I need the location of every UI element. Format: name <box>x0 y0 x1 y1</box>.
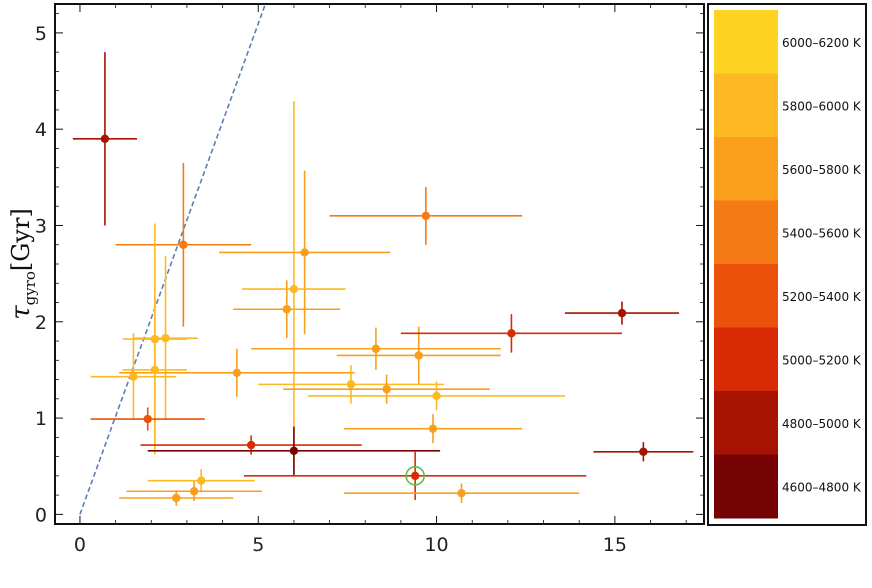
data-point <box>639 447 648 456</box>
data-point <box>382 384 391 394</box>
legend-swatch <box>714 391 778 455</box>
legend-swatch <box>714 73 778 138</box>
legend-label: 5200–5400 K <box>782 290 862 304</box>
data-point <box>300 248 309 257</box>
legend-label: 5000–5200 K <box>782 353 862 367</box>
legend-swatch <box>714 200 778 265</box>
legend-entries: 6000–6200 K 5800–6000 K 5600–5800 K 5400–56… <box>714 10 862 519</box>
y-tick-label: 4 <box>35 119 47 141</box>
data-point <box>346 380 356 389</box>
data-point <box>432 391 441 401</box>
data-point <box>428 424 438 433</box>
data-point <box>410 471 420 481</box>
y-axis: 0 1 2 3 4 5 <box>35 13 704 526</box>
data-point <box>507 329 516 338</box>
legend-swatch <box>714 137 778 201</box>
data-point <box>172 493 181 503</box>
data-point <box>197 476 206 485</box>
legend-swatch <box>714 327 778 392</box>
legend-label: 5800–6000 K <box>782 99 862 113</box>
legend-label: 4800–5000 K <box>782 417 862 431</box>
y-tick-label: 3 <box>35 215 47 237</box>
legend-label: 6000–6200 K <box>782 36 862 50</box>
data-point <box>421 211 431 221</box>
data-point <box>179 240 188 249</box>
data-point <box>161 333 170 343</box>
x-tick-label: 0 <box>74 534 86 556</box>
legend-swatch <box>714 454 778 519</box>
x-axis: 0 5 10 15 <box>74 4 687 556</box>
data-point <box>143 414 152 424</box>
y-axis-label-subscript: gyro <box>21 271 39 305</box>
y-axis-label: τgyro[Gyr] <box>6 208 39 320</box>
highlight-ring <box>405 466 425 486</box>
data-point <box>289 284 299 294</box>
legend-label: 5400–5600 K <box>782 226 862 240</box>
data-point <box>189 487 199 496</box>
reference-line <box>79 4 267 515</box>
x-tick-label: 10 <box>424 534 448 556</box>
plot-frame <box>54 3 705 525</box>
reference-line-layer <box>79 4 267 515</box>
data-point <box>150 365 160 375</box>
data-point <box>457 488 466 498</box>
y-tick-label: 0 <box>35 504 47 526</box>
legend: 6000–6200 K 5800–6000 K 5600–5800 K 5400–56… <box>707 3 867 526</box>
data-point <box>282 305 291 314</box>
data-point <box>617 308 627 318</box>
y-axis-label-unit: [Gyr] <box>7 208 35 271</box>
data-point <box>371 344 381 353</box>
plot-area <box>54 3 705 525</box>
data-point <box>246 440 256 450</box>
highlight-layer <box>405 466 425 486</box>
data-point <box>289 446 299 456</box>
legend-label: 4600–4800 K <box>782 480 862 494</box>
legend-swatch <box>714 264 778 328</box>
data-point <box>232 368 242 378</box>
data-point <box>150 334 160 344</box>
x-tick-label: 5 <box>252 534 264 556</box>
y-tick-label: 1 <box>35 408 47 430</box>
y-axis-label-symbol: τ <box>6 305 36 320</box>
y-tick-label: 2 <box>35 312 47 334</box>
x-tick-label: 15 <box>603 534 627 556</box>
y-tick-label: 5 <box>35 23 47 45</box>
data-point-layer <box>100 134 648 503</box>
data-point <box>414 351 423 360</box>
legend-swatch <box>714 10 778 74</box>
data-point <box>100 134 110 144</box>
legend-label: 5600–5800 K <box>782 163 862 177</box>
data-point <box>129 372 138 381</box>
